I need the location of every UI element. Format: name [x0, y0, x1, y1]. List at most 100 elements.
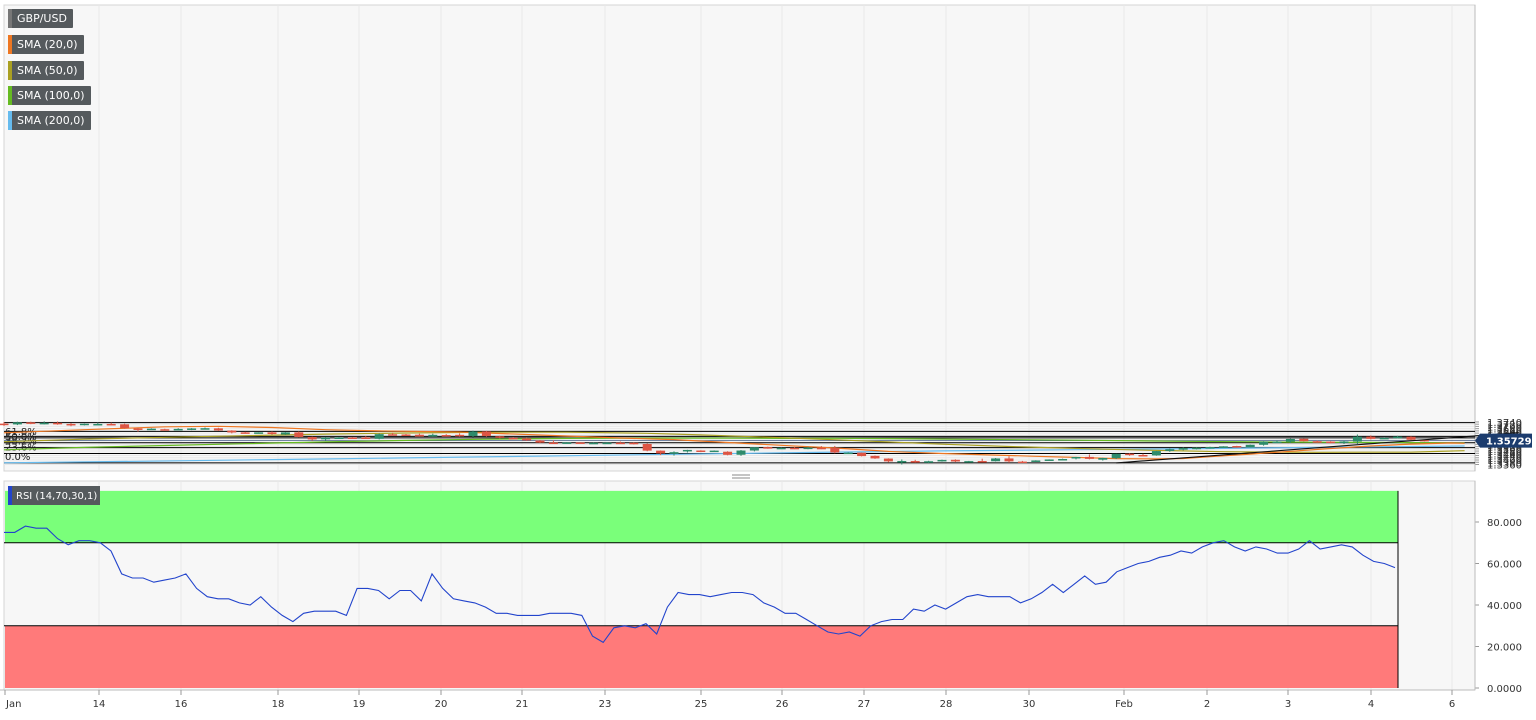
candle[interactable] — [267, 431, 277, 435]
candle[interactable] — [1393, 435, 1403, 439]
candle[interactable] — [1352, 434, 1362, 445]
candle[interactable] — [709, 450, 719, 453]
candle[interactable] — [669, 451, 679, 456]
candle[interactable] — [1125, 453, 1135, 456]
candle[interactable] — [602, 441, 612, 445]
candle[interactable] — [294, 431, 304, 438]
candle[interactable] — [280, 432, 290, 435]
candle[interactable] — [736, 449, 746, 456]
candle[interactable] — [870, 455, 880, 459]
candle[interactable] — [924, 460, 934, 463]
candle[interactable] — [522, 437, 532, 441]
candle[interactable] — [991, 458, 1001, 462]
legend-sma50[interactable]: SMA (50,0) — [8, 61, 84, 80]
candle[interactable] — [1218, 446, 1228, 448]
candle[interactable] — [656, 450, 666, 456]
candle[interactable] — [937, 459, 947, 462]
candle[interactable] — [53, 421, 63, 425]
candle[interactable] — [1165, 448, 1175, 452]
candle[interactable] — [1312, 440, 1322, 443]
candle[interactable] — [0, 421, 9, 426]
candle[interactable] — [227, 430, 237, 434]
candle[interactable] — [334, 437, 344, 440]
candle[interactable] — [1044, 459, 1054, 461]
candle[interactable] — [1232, 445, 1242, 448]
candle[interactable] — [26, 421, 36, 425]
candle[interactable] — [1272, 440, 1282, 444]
candle[interactable] — [1017, 460, 1027, 464]
candle[interactable] — [1285, 438, 1295, 443]
candle[interactable] — [830, 445, 840, 454]
candle[interactable] — [1098, 457, 1108, 461]
candle[interactable] — [1111, 453, 1121, 460]
candle[interactable] — [1366, 435, 1376, 440]
candle[interactable] — [897, 459, 907, 465]
legend-sma200[interactable]: SMA (200,0) — [8, 111, 91, 130]
candle[interactable] — [1245, 444, 1255, 448]
candle[interactable] — [187, 428, 197, 431]
candle[interactable] — [254, 432, 264, 434]
candle[interactable] — [213, 427, 223, 431]
candle[interactable] — [1259, 441, 1269, 446]
candle[interactable] — [843, 452, 853, 455]
candle[interactable] — [361, 436, 371, 440]
candle[interactable] — [1379, 437, 1389, 440]
candle[interactable] — [93, 422, 103, 426]
candle[interactable] — [374, 433, 384, 440]
candle[interactable] — [642, 443, 652, 452]
candle[interactable] — [950, 459, 960, 463]
candle[interactable] — [696, 450, 706, 453]
candle[interactable] — [776, 447, 786, 450]
candle[interactable] — [1339, 440, 1349, 445]
candle[interactable] — [1031, 460, 1041, 462]
candle[interactable] — [1071, 456, 1081, 460]
candle[interactable] — [1151, 450, 1161, 456]
candle[interactable] — [388, 432, 398, 436]
rsi-legend[interactable]: RSI (14,70,30,1) — [8, 486, 100, 505]
candle[interactable] — [1192, 447, 1202, 450]
candle[interactable] — [347, 437, 357, 440]
candle[interactable] — [428, 433, 438, 437]
candle[interactable] — [455, 433, 465, 437]
candle[interactable] — [146, 428, 156, 431]
candle[interactable] — [535, 439, 545, 444]
candle[interactable] — [468, 430, 478, 438]
candle[interactable] — [414, 433, 424, 437]
candle[interactable] — [763, 446, 773, 449]
legend-sma100[interactable]: SMA (100,0) — [8, 86, 91, 105]
candle[interactable] — [1299, 438, 1309, 442]
candle[interactable] — [723, 451, 733, 456]
candle[interactable] — [816, 446, 826, 450]
candle[interactable] — [39, 421, 49, 425]
candle[interactable] — [120, 423, 130, 429]
candle[interactable] — [977, 458, 987, 463]
candle[interactable] — [200, 427, 210, 430]
candle[interactable] — [1138, 453, 1148, 457]
candle[interactable] — [160, 428, 170, 431]
candle[interactable] — [12, 421, 22, 426]
candle[interactable] — [495, 435, 505, 439]
candle[interactable] — [749, 447, 759, 452]
legend-sma20[interactable]: SMA (20,0) — [8, 35, 84, 54]
candle[interactable] — [589, 442, 599, 445]
candle[interactable] — [66, 422, 76, 427]
candle[interactable] — [173, 428, 183, 431]
candle[interactable] — [441, 434, 451, 437]
candle[interactable] — [1084, 454, 1094, 460]
candle[interactable] — [106, 422, 116, 426]
candle[interactable] — [321, 436, 331, 441]
candle[interactable] — [1058, 458, 1068, 461]
candle[interactable] — [615, 441, 625, 445]
candle[interactable] — [1406, 436, 1416, 441]
candle[interactable] — [548, 440, 558, 445]
candle[interactable] — [508, 437, 518, 440]
candle[interactable] — [401, 434, 411, 436]
candle[interactable] — [1178, 447, 1188, 451]
candle[interactable] — [857, 452, 867, 457]
candle[interactable] — [790, 446, 800, 450]
candle[interactable] — [575, 442, 585, 444]
candle[interactable] — [79, 423, 89, 426]
candle[interactable] — [910, 459, 920, 463]
candle[interactable] — [1326, 441, 1336, 444]
candle[interactable] — [562, 442, 572, 444]
